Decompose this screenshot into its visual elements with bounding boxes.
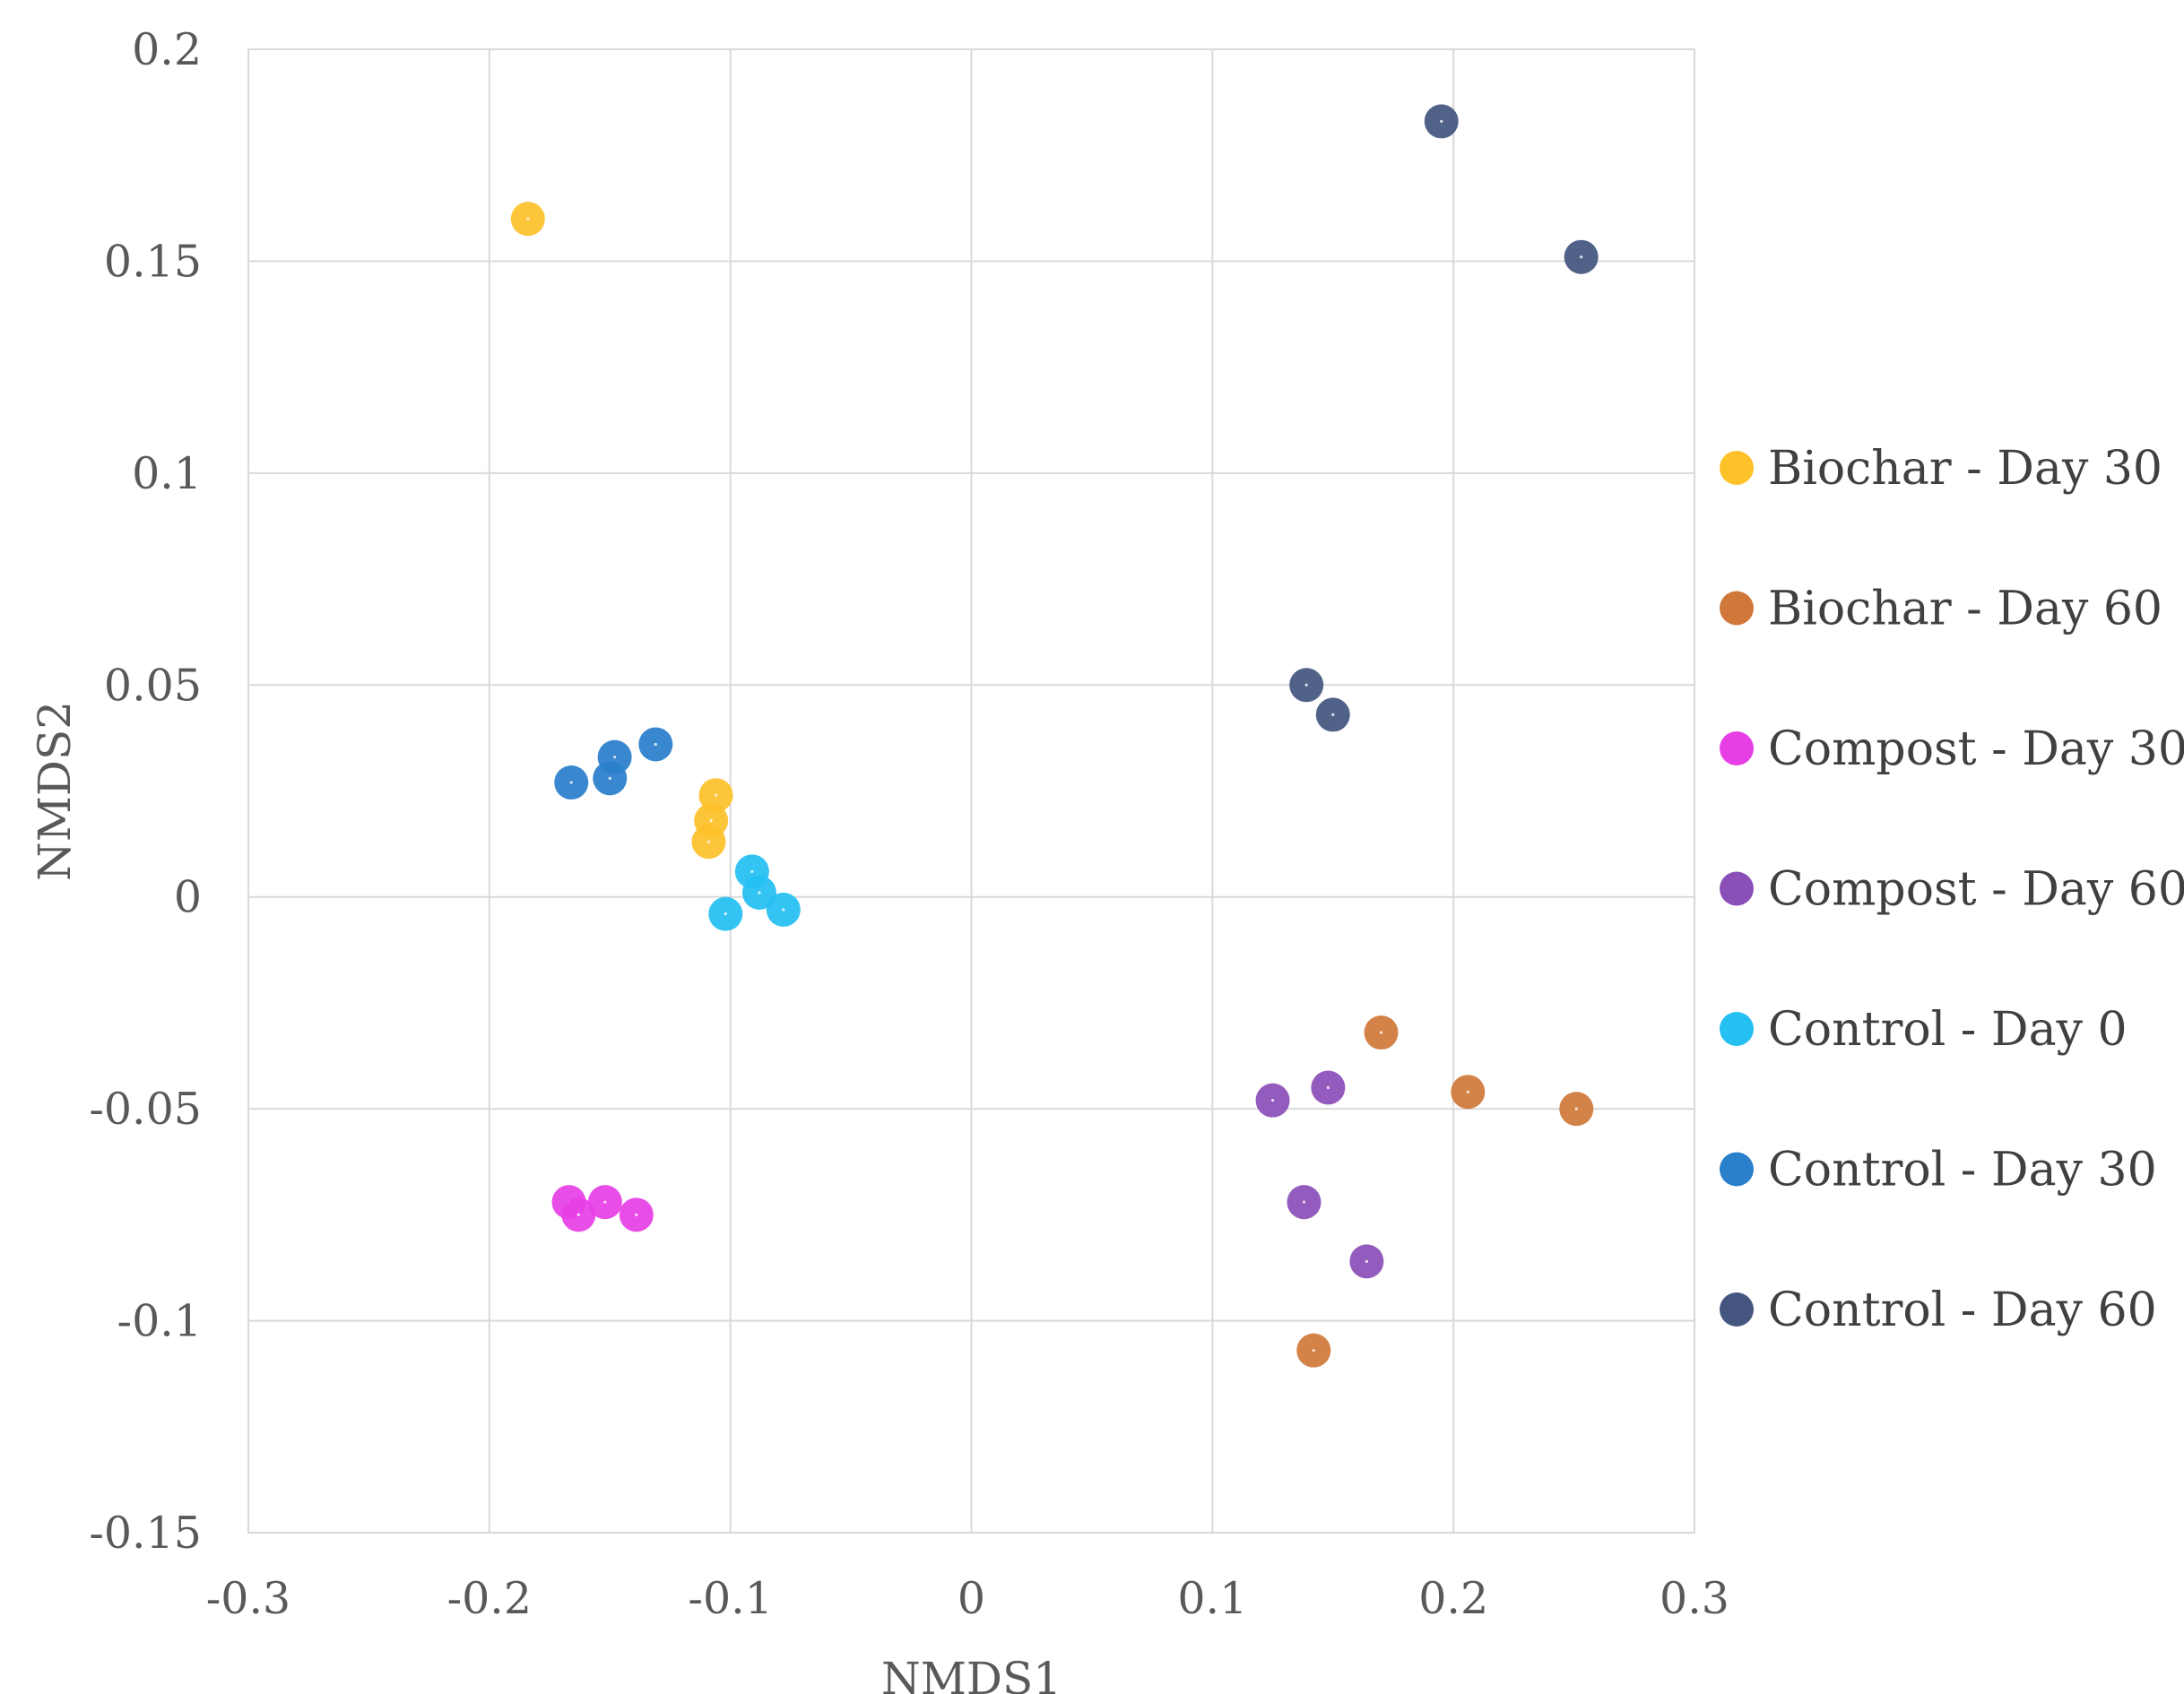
data-point-center <box>1379 1031 1383 1034</box>
data-point-center <box>724 912 727 916</box>
data-point-center <box>526 217 530 220</box>
x-tick-label: 0.2 <box>1418 1573 1488 1624</box>
y-tick-label: -0.05 <box>89 1084 202 1135</box>
data-point-center <box>1580 255 1583 259</box>
x-axis-title: NMDS1 <box>881 1653 1062 1694</box>
x-tick-label: -0.2 <box>447 1573 532 1624</box>
legend-label: Control - Day 30 <box>1768 1144 2157 1197</box>
plot-area <box>247 48 1695 1534</box>
data-point-center <box>569 781 573 784</box>
legend-item: Control - Day 60 <box>1720 1283 2157 1337</box>
series-control-day-60 <box>1289 104 1599 732</box>
data-point-center <box>1440 119 1443 123</box>
legend-marker <box>1720 1012 1754 1046</box>
data-point-center <box>758 891 761 895</box>
legend-label: Compost - Day 30 <box>1768 722 2184 776</box>
legend-marker <box>1720 1152 1754 1187</box>
data-point-center <box>709 819 713 823</box>
data-point-center <box>1331 713 1335 716</box>
data-point-center <box>608 776 611 780</box>
legend-marker <box>1720 731 1754 765</box>
data-point-center <box>1312 1349 1315 1353</box>
series-compost-day-30 <box>551 1185 654 1232</box>
data-point-center <box>1270 1099 1275 1102</box>
legend-label: Control - Day 0 <box>1768 1003 2128 1057</box>
legend-item: Biochar - Day 60 <box>1720 583 2162 636</box>
axis-ticks: -0.3 -0.2 -0.1 0 0.1 0.2 0.3 -0.15 -0.1 -0.05 0 0.0… <box>89 24 1729 1624</box>
x-tick-label: -0.3 <box>206 1573 290 1624</box>
legend-item: Compost - Day 30 <box>1720 722 2184 776</box>
data-point-center <box>576 1213 580 1216</box>
y-axis-title: NMDS2 <box>29 701 81 881</box>
data-point-center <box>1365 1259 1368 1263</box>
legend-marker <box>1720 591 1754 626</box>
x-tick-label: 0.3 <box>1660 1573 1729 1624</box>
data-point-center <box>1466 1090 1469 1093</box>
legend-marker <box>1720 451 1754 485</box>
legend-label: Biochar - Day 30 <box>1768 442 2162 496</box>
data-point-center <box>613 756 617 759</box>
series-control-day-30 <box>554 727 673 800</box>
data-point-center <box>714 793 718 797</box>
series-control-day-0 <box>708 854 801 931</box>
series-biochar-day-60 <box>1296 1016 1594 1368</box>
y-tick-label: -0.1 <box>117 1296 202 1347</box>
legend-marker <box>1720 1292 1754 1327</box>
data-point-center <box>1574 1107 1578 1111</box>
data-point-center <box>1326 1085 1330 1090</box>
legend: Biochar - Day 30 Biochar - Day 60 Compost … <box>1720 442 2184 1337</box>
legend-label: Biochar - Day 60 <box>1768 583 2162 636</box>
y-tick-label: 0.05 <box>104 660 202 711</box>
y-tick-label: 0.15 <box>104 236 202 287</box>
legend-label: Compost - Day 60 <box>1768 863 2184 917</box>
y-tick-label: 0 <box>174 872 202 923</box>
y-tick-label: 0.1 <box>132 448 202 499</box>
legend-label: Control - Day 60 <box>1768 1283 2157 1337</box>
x-tick-label: -0.1 <box>688 1573 772 1624</box>
x-tick-label: 0.1 <box>1177 1573 1247 1624</box>
data-point-center <box>750 869 754 873</box>
legend-item: Compost - Day 60 <box>1720 863 2184 917</box>
data-point-center <box>654 742 657 747</box>
data-point-center <box>1304 683 1308 687</box>
legend-item: Control - Day 30 <box>1720 1144 2157 1197</box>
data-point-center <box>782 908 785 912</box>
data-point-center <box>1302 1200 1306 1204</box>
grid <box>247 48 1695 1534</box>
data-points <box>510 104 1599 1368</box>
data-point-center <box>603 1200 607 1204</box>
series-compost-day-60 <box>1255 1070 1384 1279</box>
series-biochar-day-30 <box>510 202 733 860</box>
data-point-center <box>635 1213 638 1216</box>
x-tick-label: 0 <box>958 1573 985 1624</box>
y-tick-label: 0.2 <box>132 24 202 75</box>
y-tick-label: -0.15 <box>89 1508 202 1559</box>
legend-item: Biochar - Day 30 <box>1720 442 2162 496</box>
legend-marker <box>1720 871 1754 906</box>
data-point-center <box>706 840 711 843</box>
legend-item: Control - Day 0 <box>1720 1003 2128 1057</box>
